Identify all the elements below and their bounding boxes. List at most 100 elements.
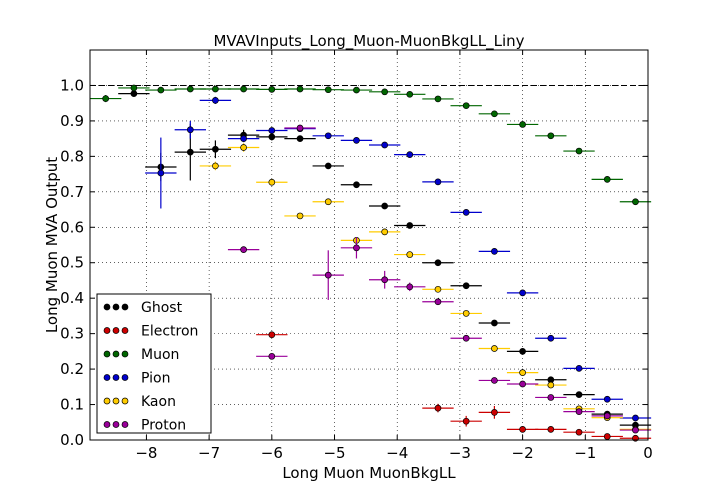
legend-marker: [103, 327, 111, 334]
data-point: [186, 126, 194, 134]
data-point: [102, 95, 110, 102]
legend-marker: [121, 421, 129, 428]
y-tick-label: 0.2: [60, 360, 84, 378]
data-point: [575, 408, 583, 415]
data-point: [491, 248, 498, 255]
y-tick-label: 0.4: [60, 289, 84, 307]
data-point: [296, 85, 304, 93]
y-tick-label: 0.1: [60, 396, 84, 414]
legend-label: Ghost: [141, 300, 183, 316]
data-point: [462, 334, 470, 342]
series-proton: [227, 124, 652, 434]
data-point: [519, 426, 526, 433]
series-electron: [256, 331, 652, 442]
data-point: [381, 276, 389, 284]
data-point: [268, 133, 276, 141]
data-point: [632, 198, 639, 206]
data-point: [462, 282, 470, 290]
data-point: [519, 121, 526, 128]
data-point: [406, 222, 414, 229]
data-point: [296, 135, 304, 142]
data-point: [575, 147, 583, 155]
legend-marker: [103, 397, 111, 405]
data-point: [212, 96, 219, 104]
data-point: [575, 391, 583, 398]
legend-item-proton: Proton: [103, 418, 186, 434]
data-point: [519, 369, 526, 376]
legend-marker: [103, 350, 111, 358]
data-point: [268, 331, 276, 339]
data-point: [575, 428, 583, 436]
legend-marker: [112, 374, 120, 381]
data-point: [130, 84, 138, 92]
data-point: [381, 202, 389, 210]
data-layer: [90, 84, 652, 442]
data-point: [491, 345, 498, 352]
data-point: [434, 178, 442, 186]
chart-title: MVAVInputs_Long_Muon-MuonBkgLL_Liny: [213, 32, 524, 51]
legend-marker: [112, 350, 120, 358]
data-point: [186, 148, 194, 156]
legend-item-kaon: Kaon: [103, 394, 176, 410]
data-point: [406, 151, 414, 158]
data-point: [406, 283, 414, 291]
data-point: [240, 246, 247, 253]
legend-item-electron: Electron: [103, 324, 198, 340]
data-point: [324, 162, 332, 170]
y-tick-label: 1.0: [60, 76, 84, 94]
y-axis-label: Long Muon MVA Output: [43, 157, 61, 333]
y-tick-label: 0.3: [60, 325, 84, 343]
legend-marker: [112, 327, 120, 334]
legend-item-ghost: Ghost: [103, 300, 183, 316]
data-point: [212, 145, 219, 153]
legend-label: Muon: [141, 347, 179, 363]
data-point: [462, 417, 470, 425]
plot-frame: [89, 49, 649, 441]
data-point: [491, 319, 498, 327]
data-point: [491, 377, 498, 384]
y-tick-label: 0.5: [60, 254, 84, 272]
data-point: [353, 137, 360, 144]
data-point: [353, 181, 360, 189]
x-tick-label: 0: [643, 444, 653, 462]
data-point: [547, 132, 555, 140]
data-point: [603, 433, 611, 440]
data-point: [186, 85, 194, 93]
data-point: [575, 365, 583, 372]
data-point: [268, 127, 276, 134]
legend-label: Electron: [141, 324, 198, 340]
data-point: [324, 132, 332, 140]
legend-marker: [121, 350, 129, 358]
x-tick-label: −3: [449, 444, 471, 462]
data-point: [157, 169, 165, 177]
y-tick-label: 0.8: [60, 147, 84, 165]
data-point: [547, 381, 555, 389]
data-point: [268, 352, 276, 360]
legend-marker: [121, 327, 129, 334]
legend-marker: [121, 397, 129, 405]
data-point: [324, 198, 332, 206]
legend-item-pion: Pion: [103, 371, 170, 387]
data-point: [268, 86, 276, 93]
data-point: [434, 285, 442, 293]
y-tick-label: 0.6: [60, 218, 84, 236]
data-point: [603, 412, 611, 420]
data-point: [296, 124, 304, 132]
data-point: [324, 271, 332, 279]
data-point: [212, 162, 219, 170]
data-point: [381, 228, 389, 236]
data-point: [632, 414, 639, 422]
data-point: [547, 426, 555, 433]
x-tick-label: −5: [323, 444, 345, 462]
data-point: [240, 135, 247, 142]
data-point: [268, 178, 276, 186]
legend-label: Kaon: [141, 394, 176, 410]
data-point: [130, 90, 138, 97]
legend-marker: [103, 374, 111, 381]
data-point: [462, 310, 470, 317]
data-point: [632, 426, 639, 434]
data-point: [603, 176, 611, 183]
legend-marker: [103, 303, 111, 311]
x-axis-label: Long Muon MuonBkgLL: [282, 464, 456, 482]
